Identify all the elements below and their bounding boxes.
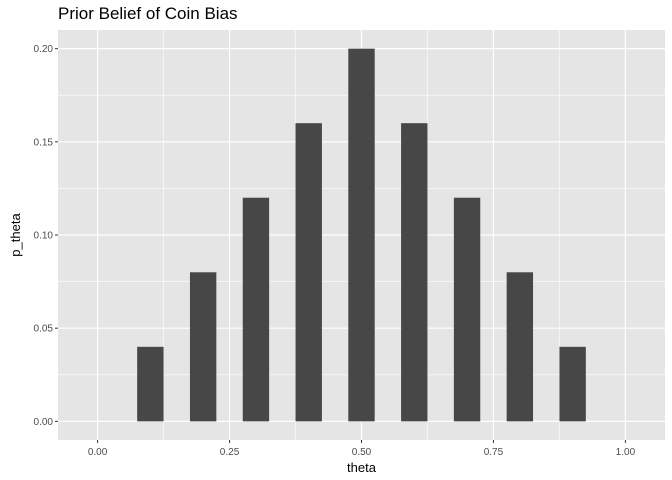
y-axis-ticks: 0.00 0.05 0.10 0.15 0.20 [34, 44, 58, 428]
bar [295, 123, 322, 422]
y-tick-label: 0.20 [34, 44, 54, 55]
y-tick-label: 0.05 [34, 324, 54, 335]
bar [137, 346, 164, 422]
x-tick-label: 0.00 [88, 447, 108, 458]
bars [137, 48, 586, 422]
bar [242, 197, 270, 422]
x-tick-label: 0.75 [484, 447, 504, 458]
x-axis-title: theta [347, 460, 377, 475]
y-tick-label: 0.15 [34, 137, 54, 148]
bar [348, 48, 375, 422]
bar [189, 272, 217, 422]
x-axis-ticks: 0.00 0.25 0.50 0.75 1.00 [88, 440, 636, 458]
y-tick-label: 0.00 [34, 417, 54, 428]
x-tick-label: 0.25 [220, 447, 240, 458]
bar [506, 272, 534, 422]
x-tick-label: 0.50 [352, 447, 372, 458]
chart-title: Prior Belief of Coin Bias [58, 4, 238, 23]
y-axis-title: p_theta [8, 213, 23, 257]
bar [453, 197, 481, 422]
bar [559, 346, 586, 422]
x-tick-label: 1.00 [616, 447, 636, 458]
y-tick-label: 0.10 [34, 231, 54, 242]
bar [401, 123, 428, 422]
